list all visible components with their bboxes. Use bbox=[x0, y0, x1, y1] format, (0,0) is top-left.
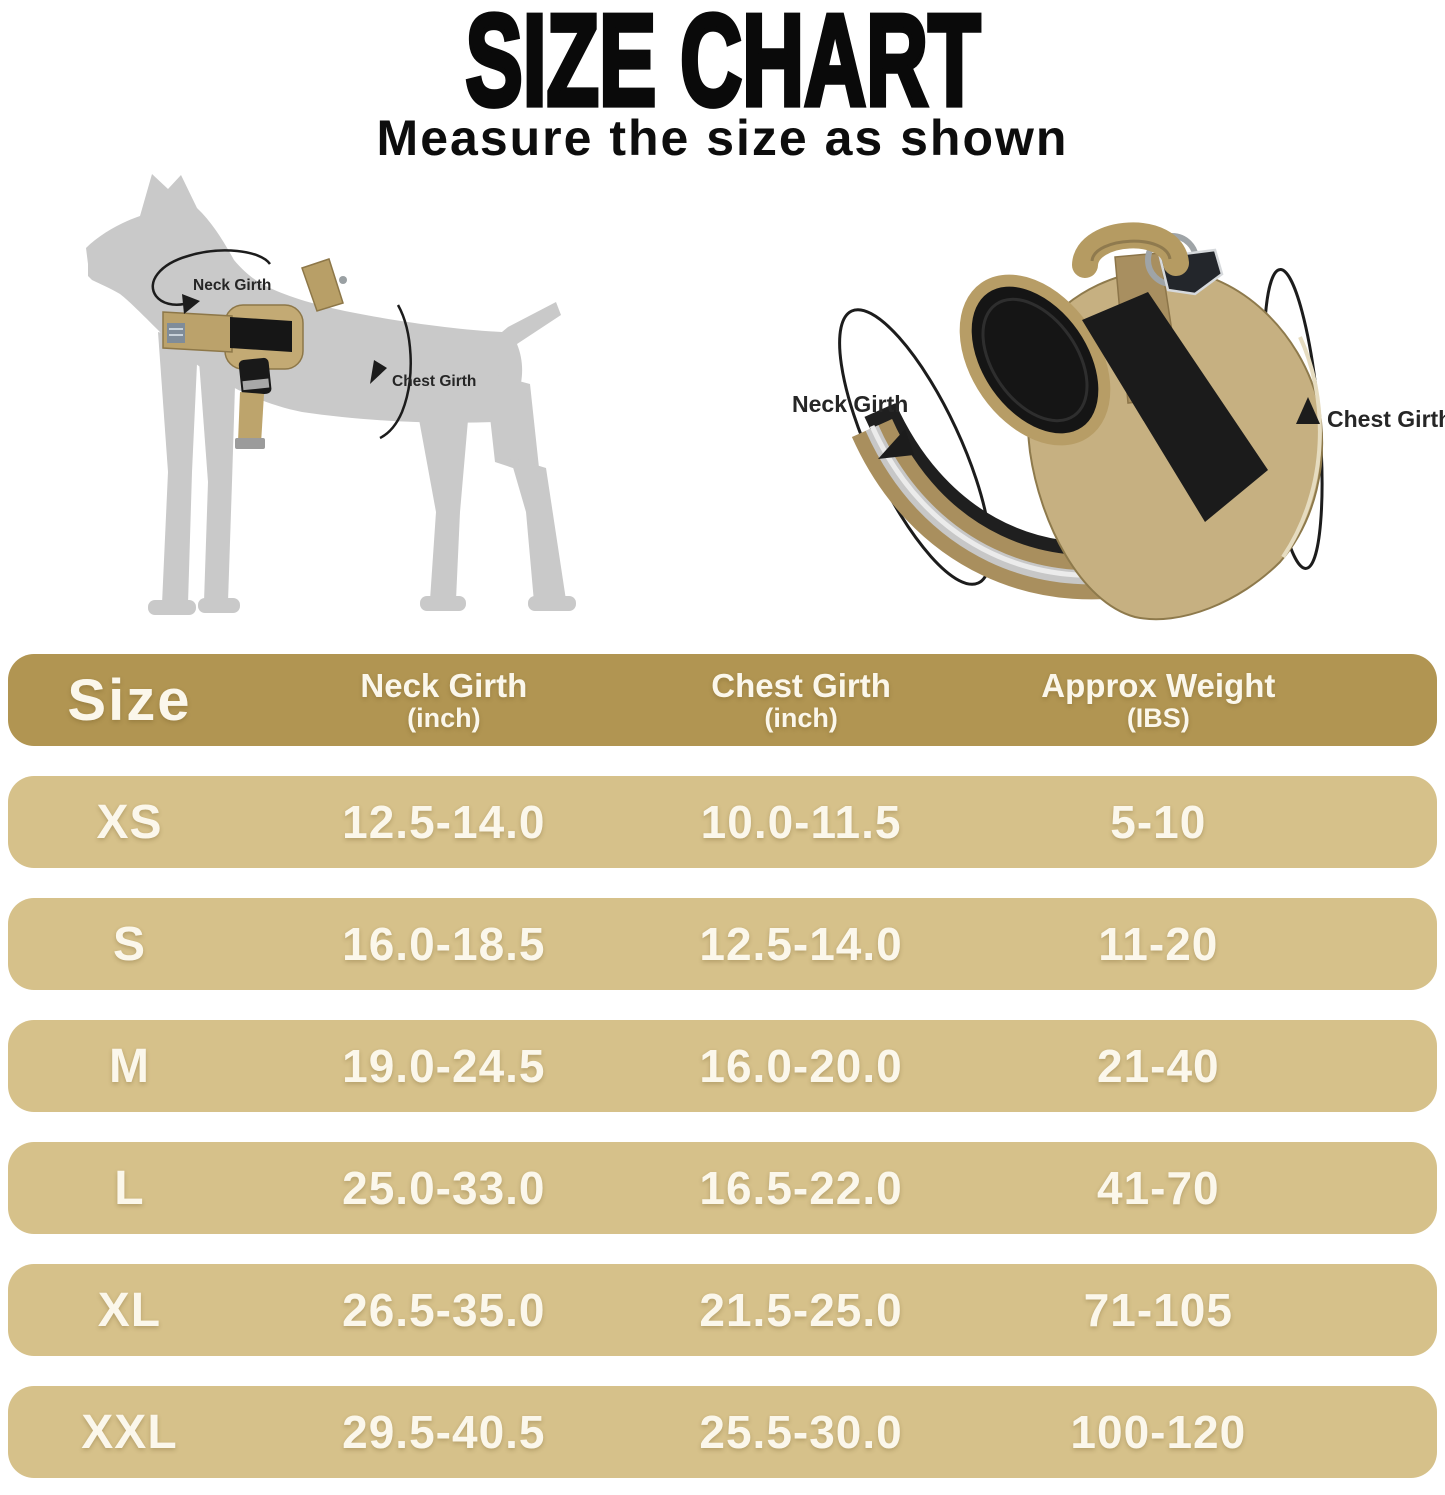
cell-approx-weight: 5-10 bbox=[1110, 796, 1207, 848]
mesh-neck-pad bbox=[959, 274, 1111, 446]
cell-size: S bbox=[112, 917, 146, 971]
measurement-diagrams: Neck Girth Chest Girth bbox=[0, 172, 1445, 654]
size-table-header-row: Size Neck Girth (inch) Chest Girth (inch… bbox=[8, 654, 1437, 746]
harness-buckle bbox=[238, 357, 272, 396]
cell-approx-weight: 11-20 bbox=[1098, 918, 1219, 970]
cell-chest-girth: 16.5-22.0 bbox=[699, 1162, 903, 1214]
page-subtitle: Measure the size as shown bbox=[376, 110, 1069, 166]
cell-neck-girth: 19.0-24.5 bbox=[342, 1040, 546, 1092]
column-unit: (inch) bbox=[764, 703, 838, 733]
dog-measurement-diagram: Neck Girth Chest Girth bbox=[86, 174, 576, 615]
size-table: Size Neck Girth (inch) Chest Girth (inch… bbox=[8, 654, 1437, 1478]
cell-size: L bbox=[114, 1161, 145, 1215]
cell-neck-girth: 25.0-33.0 bbox=[342, 1162, 546, 1214]
cell-chest-girth: 16.0-20.0 bbox=[699, 1040, 903, 1092]
chest-girth-arc bbox=[379, 304, 412, 440]
cell-chest-girth: 10.0-11.5 bbox=[700, 796, 902, 848]
size-table-row: XL 26.5-35.0 21.5-25.0 71-105 bbox=[8, 1264, 1437, 1356]
size-table-row: L 25.0-33.0 16.5-22.0 41-70 bbox=[8, 1142, 1437, 1234]
cell-approx-weight: 41-70 bbox=[1096, 1162, 1220, 1214]
column-header-neck-girth: Neck Girth (inch) bbox=[251, 667, 637, 733]
size-table-row: M 19.0-24.5 16.0-20.0 21-40 bbox=[8, 1020, 1437, 1112]
top-handle bbox=[1072, 222, 1189, 278]
cell-neck-girth: 29.5-40.5 bbox=[342, 1406, 546, 1458]
cell-size: XS bbox=[96, 795, 163, 849]
harness-strap bbox=[238, 392, 264, 444]
cell-size: XXL bbox=[81, 1405, 178, 1459]
measure-guides-left bbox=[151, 249, 412, 440]
column-unit: (IBS) bbox=[1126, 703, 1190, 733]
size-table-row: XXL 29.5-40.5 25.5-30.0 100-120 bbox=[8, 1386, 1437, 1478]
page-header: SIZE CHART Measure the size as shown bbox=[0, 0, 1445, 172]
neck-girth-label: Neck Girth bbox=[193, 277, 271, 294]
cell-approx-weight: 100-120 bbox=[1070, 1406, 1247, 1458]
dog-silhouette bbox=[86, 174, 576, 615]
chest-girth-label: Chest Girth bbox=[1327, 406, 1445, 432]
harness-velcro-strip bbox=[230, 317, 292, 352]
neck-arrowhead-icon bbox=[182, 294, 200, 314]
page-title: SIZE CHART bbox=[463, 0, 982, 133]
cell-size: XL bbox=[97, 1283, 162, 1337]
chest-girth-label: Chest Girth bbox=[392, 373, 476, 390]
cell-approx-weight: 21-40 bbox=[1096, 1040, 1220, 1092]
column-unit: (inch) bbox=[407, 703, 481, 733]
neck-girth-arc bbox=[151, 249, 272, 306]
size-table-row: XS 12.5-14.0 10.0-11.5 5-10 bbox=[8, 776, 1437, 868]
column-header-size: Size bbox=[67, 667, 192, 733]
column-title: Neck Girth bbox=[360, 667, 528, 704]
cell-neck-girth: 16.0-18.5 bbox=[342, 918, 546, 970]
cell-chest-girth: 25.5-30.0 bbox=[699, 1406, 903, 1458]
neck-girth-label: Neck Girth bbox=[792, 391, 908, 417]
column-title: Chest Girth bbox=[711, 667, 891, 704]
dog-harness bbox=[162, 258, 347, 449]
chest-arrowhead-icon bbox=[1296, 397, 1320, 424]
cell-chest-girth: 12.5-14.0 bbox=[699, 918, 903, 970]
cell-neck-girth: 12.5-14.0 bbox=[342, 796, 546, 848]
velcro-band bbox=[1082, 292, 1268, 522]
column-header-chest-girth: Chest Girth (inch) bbox=[637, 667, 966, 733]
cell-neck-girth: 26.5-35.0 bbox=[342, 1284, 546, 1336]
cell-size: M bbox=[108, 1039, 150, 1093]
cell-approx-weight: 71-105 bbox=[1083, 1284, 1233, 1336]
size-table-body: XS 12.5-14.0 10.0-11.5 5-10 S 16.0-18.5 … bbox=[8, 776, 1437, 1478]
harness-measurement-diagram: Neck Girth Chest Girth bbox=[792, 222, 1445, 621]
column-header-approx-weight: Approx Weight (IBS) bbox=[965, 667, 1351, 733]
neck-arrowhead-icon bbox=[878, 429, 914, 459]
cell-chest-girth: 21.5-25.0 bbox=[699, 1284, 903, 1336]
chest-arrowhead-icon bbox=[370, 360, 387, 384]
size-table-row: S 16.0-18.5 12.5-14.0 11-20 bbox=[8, 898, 1437, 990]
harness-handle bbox=[301, 258, 344, 312]
harness-label-patch bbox=[167, 323, 185, 343]
column-title: Approx Weight bbox=[1041, 667, 1276, 704]
